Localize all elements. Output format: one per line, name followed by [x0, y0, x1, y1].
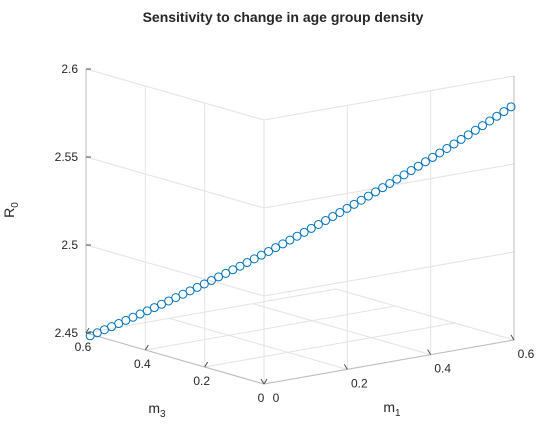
data-point — [428, 152, 438, 162]
y-tick-label: 0.2 — [193, 374, 210, 388]
data-point — [142, 306, 152, 316]
z-tick-label: 2.45 — [55, 326, 79, 340]
data-point — [249, 254, 259, 264]
z-tick-label: 2.6 — [61, 62, 78, 76]
data-point — [385, 178, 395, 188]
data-point — [449, 139, 459, 149]
data-point — [149, 303, 159, 313]
data-point — [463, 130, 473, 140]
data-point — [321, 216, 331, 226]
y-tick — [263, 378, 268, 385]
data-point — [349, 199, 359, 209]
data-point — [185, 286, 195, 296]
data-point — [178, 289, 188, 299]
data-point — [342, 203, 352, 213]
x-tick-label: 0 — [273, 391, 280, 405]
data-point — [199, 279, 209, 289]
grid-line — [204, 322, 455, 368]
data-series — [85, 102, 516, 341]
data-point — [306, 223, 316, 233]
data-point — [278, 239, 288, 249]
data-point — [420, 157, 430, 167]
data-point — [492, 111, 502, 121]
data-point — [242, 258, 252, 268]
tick-labels: 2.45 2.5 2.55 2.6 0 0.2 0.4 0.6 0 0.2 0.4 0.6 — [55, 62, 535, 405]
y-tick — [204, 361, 209, 368]
data-point — [392, 174, 402, 184]
grid-line — [263, 163, 515, 209]
data-point — [413, 161, 423, 171]
z-tick-label: 2.55 — [55, 150, 79, 164]
data-point — [378, 183, 388, 193]
data-point — [406, 166, 416, 176]
data-point — [164, 296, 174, 306]
data-point — [371, 187, 380, 197]
data-point — [214, 272, 224, 282]
grid-line — [145, 305, 396, 351]
x-axis-line — [263, 339, 515, 385]
x-tick — [427, 349, 432, 355]
data-point — [264, 246, 273, 256]
grid-line — [263, 75, 515, 121]
data-point — [328, 212, 338, 222]
x-axis-label: m1 — [383, 399, 401, 419]
x-tick — [510, 334, 515, 341]
data-point — [285, 235, 295, 245]
data-point — [470, 125, 480, 135]
z-tick-label: 2.5 — [61, 238, 78, 252]
y-tick-label: 0.4 — [134, 357, 151, 371]
y-tick-label: 0 — [258, 391, 265, 405]
data-point — [256, 250, 266, 260]
data-point — [499, 107, 509, 117]
data-point — [228, 265, 238, 275]
data-point — [299, 227, 309, 237]
data-point — [456, 134, 466, 144]
chart-title: Sensitivity to change in age group densi… — [143, 9, 424, 25]
y-tick — [85, 327, 90, 334]
data-point — [335, 207, 345, 217]
grid-line — [252, 303, 431, 356]
axes — [85, 68, 515, 385]
data-point — [206, 275, 216, 285]
grid-line — [335, 288, 515, 341]
data-point — [192, 282, 202, 292]
data-point — [171, 293, 181, 303]
y-axis-line — [85, 332, 265, 385]
data-point — [478, 121, 487, 131]
x-tick — [343, 364, 348, 370]
grid-line — [85, 68, 265, 121]
grid-line — [169, 317, 348, 370]
grid-line — [263, 251, 515, 297]
y-axis-label: m3 — [148, 400, 166, 420]
data-point — [356, 195, 366, 205]
x-tick-label: 0.6 — [518, 347, 535, 361]
data-point — [435, 148, 445, 158]
data-point — [157, 299, 166, 309]
x-tick — [260, 378, 265, 385]
grid-line — [85, 244, 265, 297]
y-tick — [144, 344, 149, 351]
grid-lines — [85, 68, 515, 385]
data-point — [442, 143, 452, 153]
x-tick-label: 0.4 — [434, 362, 451, 376]
data-point — [363, 191, 373, 201]
data-point — [271, 243, 281, 253]
y-tick-label: 0.6 — [75, 340, 92, 354]
data-point — [221, 268, 231, 278]
data-point — [506, 102, 516, 112]
x-tick-label: 0.2 — [351, 376, 368, 390]
data-point — [485, 116, 495, 126]
grid-line — [85, 288, 337, 334]
data-point — [235, 261, 245, 271]
z-axis-label: R0 — [1, 202, 21, 218]
data-point — [292, 231, 302, 241]
data-point — [399, 170, 409, 180]
grid-line — [85, 156, 265, 209]
data-point — [313, 219, 323, 229]
